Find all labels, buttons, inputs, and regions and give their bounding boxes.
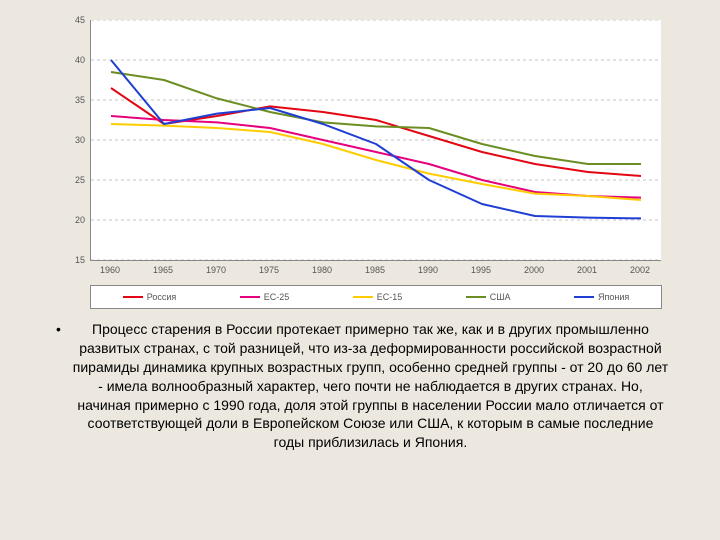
paragraph-text: Процесс старения в России протекает прим… [71, 320, 670, 452]
legend-swatch [123, 296, 143, 298]
legend-item: Япония [574, 292, 629, 302]
legend-item: ЕС-25 [240, 292, 290, 302]
series-line [111, 116, 641, 198]
legend-label: Россия [147, 292, 177, 302]
legend-label: ЕС-25 [264, 292, 290, 302]
legend-swatch [240, 296, 260, 298]
y-tick-label: 45 [50, 15, 85, 25]
legend-swatch [574, 296, 594, 298]
x-tick-label: 2000 [524, 265, 544, 275]
series-line [111, 88, 641, 176]
legend-label: Япония [598, 292, 629, 302]
plot-area [90, 20, 661, 261]
y-tick-label: 25 [50, 175, 85, 185]
x-tick-label: 1970 [206, 265, 226, 275]
x-tick-label: 1985 [365, 265, 385, 275]
bullet-marker: • [50, 320, 71, 452]
legend-swatch [466, 296, 486, 298]
y-tick-label: 35 [50, 95, 85, 105]
x-tick-label: 1975 [259, 265, 279, 275]
y-tick-label: 40 [50, 55, 85, 65]
x-tick-label: 1995 [471, 265, 491, 275]
legend-item: Россия [123, 292, 177, 302]
description-paragraph: • Процесс старения в России протекает пр… [50, 320, 670, 452]
x-tick-label: 1960 [100, 265, 120, 275]
x-tick-label: 1965 [153, 265, 173, 275]
y-tick-label: 20 [50, 215, 85, 225]
x-tick-label: 1980 [312, 265, 332, 275]
x-tick-label: 2001 [577, 265, 597, 275]
legend-label: ЕС-15 [377, 292, 403, 302]
legend-swatch [353, 296, 373, 298]
legend-item: ЕС-15 [353, 292, 403, 302]
legend-label: США [490, 292, 511, 302]
line-chart: Россия ЕС-25 ЕС-15 США Япония 15 20 25 30 35 40 45… [50, 10, 670, 310]
legend-item: США [466, 292, 511, 302]
x-tick-label: 1990 [418, 265, 438, 275]
series-line [111, 124, 641, 200]
y-tick-label: 30 [50, 135, 85, 145]
chart-svg [91, 20, 661, 260]
legend: Россия ЕС-25 ЕС-15 США Япония [90, 285, 662, 309]
y-tick-label: 15 [50, 255, 85, 265]
x-tick-label: 2002 [630, 265, 650, 275]
